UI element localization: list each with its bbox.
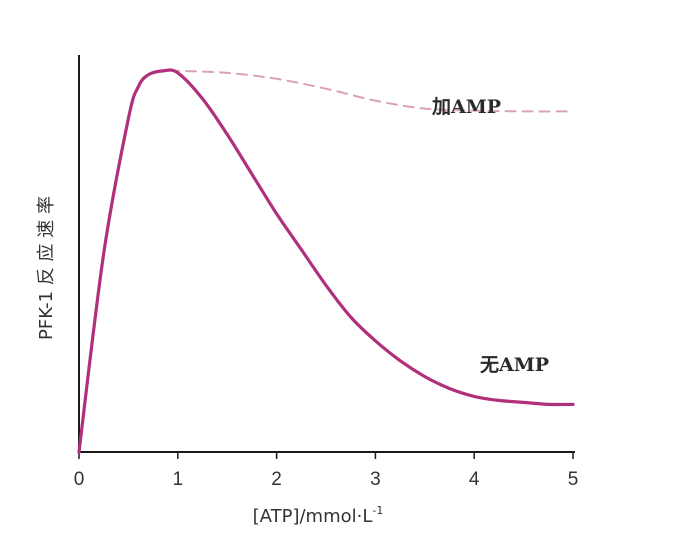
curve-labels: 加AMP 无AMP bbox=[431, 96, 549, 376]
x-tick-label: 1 bbox=[173, 469, 184, 490]
x-tick-label: 4 bbox=[469, 469, 480, 490]
series-label-1: 加AMP bbox=[431, 96, 501, 118]
x-axis-title-superscript: -1 bbox=[372, 504, 383, 517]
x-tick-label: 3 bbox=[370, 469, 381, 490]
x-ticks: 0 1 2 3 4 5 bbox=[74, 452, 579, 490]
x-tick-label: 0 bbox=[74, 469, 85, 490]
series-line-2 bbox=[77, 68, 575, 454]
x-tick-label: 5 bbox=[568, 469, 579, 490]
series-line-1 bbox=[78, 69, 574, 453]
curves bbox=[77, 68, 575, 454]
x-axis-title-text: [ATP]/mmol·L bbox=[253, 506, 373, 527]
series-label-2: 无AMP bbox=[480, 354, 549, 376]
x-tick-label: 2 bbox=[271, 469, 282, 490]
x-axis-title: [ATP]/mmol·L-1 bbox=[253, 504, 384, 527]
y-axis-title: PFK-1 反 应 速 率 bbox=[36, 196, 57, 340]
plot-area: 0 1 2 3 4 5 加AMP 无AMP bbox=[74, 55, 579, 490]
